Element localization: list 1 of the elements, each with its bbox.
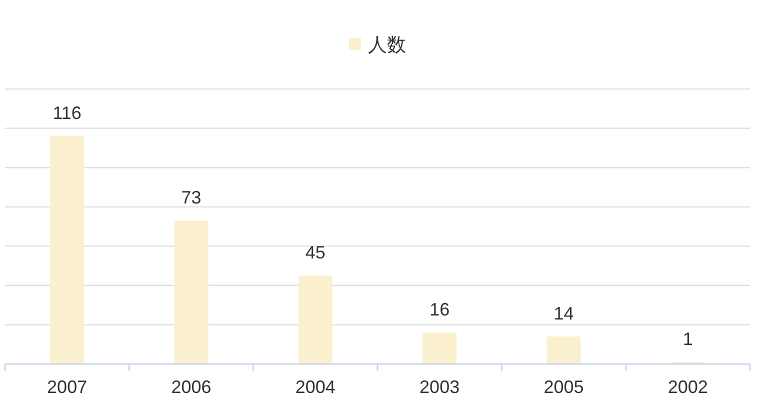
legend-label: 人数 [368,35,406,56]
